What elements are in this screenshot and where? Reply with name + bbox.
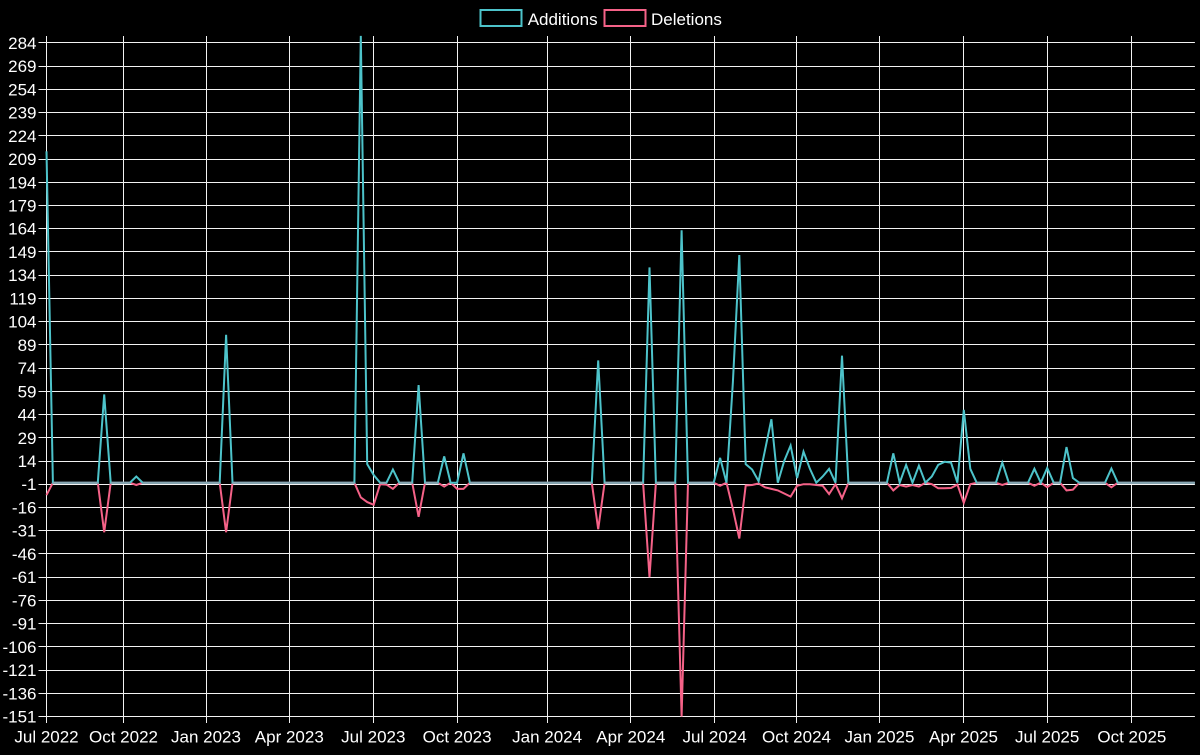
svg-text:89: 89: [18, 336, 37, 355]
svg-text:Jul 2023: Jul 2023: [341, 728, 405, 747]
svg-text:Oct 2022: Oct 2022: [89, 728, 158, 747]
svg-text:-16: -16: [12, 499, 37, 518]
svg-text:149: 149: [8, 243, 36, 262]
svg-text:164: 164: [8, 220, 36, 239]
svg-text:239: 239: [8, 104, 36, 123]
svg-text:-31: -31: [12, 522, 37, 541]
svg-text:Apr 2023: Apr 2023: [255, 728, 324, 747]
svg-text:-61: -61: [12, 568, 37, 587]
svg-text:284: 284: [8, 34, 36, 53]
svg-text:-46: -46: [12, 545, 37, 564]
svg-text:104: 104: [8, 313, 36, 332]
svg-text:Jul 2025: Jul 2025: [1015, 728, 1079, 747]
svg-text:Jul 2024: Jul 2024: [682, 728, 746, 747]
svg-text:-76: -76: [12, 591, 37, 610]
svg-text:Deletions: Deletions: [651, 10, 722, 29]
svg-text:Oct 2023: Oct 2023: [423, 728, 492, 747]
svg-text:Apr 2025: Apr 2025: [929, 728, 998, 747]
svg-text:Jan 2023: Jan 2023: [171, 728, 241, 747]
svg-text:Oct 2025: Oct 2025: [1097, 728, 1166, 747]
svg-text:44: 44: [18, 406, 37, 425]
svg-text:-151: -151: [2, 708, 36, 727]
svg-text:Apr 2024: Apr 2024: [596, 728, 665, 747]
svg-text:Jan 2024: Jan 2024: [512, 728, 582, 747]
svg-text:194: 194: [8, 173, 36, 192]
svg-text:-91: -91: [12, 615, 37, 634]
svg-text:134: 134: [8, 266, 36, 285]
svg-text:Jul 2022: Jul 2022: [14, 728, 78, 747]
svg-text:29: 29: [18, 429, 37, 448]
svg-text:Oct 2024: Oct 2024: [762, 728, 831, 747]
svg-text:Additions: Additions: [528, 10, 598, 29]
svg-text:224: 224: [8, 127, 36, 146]
svg-text:-121: -121: [2, 661, 36, 680]
svg-text:209: 209: [8, 150, 36, 169]
svg-text:179: 179: [8, 197, 36, 216]
svg-text:Jan 2025: Jan 2025: [845, 728, 915, 747]
svg-text:59: 59: [18, 382, 37, 401]
svg-text:74: 74: [18, 359, 37, 378]
svg-text:269: 269: [8, 57, 36, 76]
svg-text:119: 119: [9, 289, 36, 308]
svg-text:14: 14: [18, 452, 37, 471]
svg-text:-136: -136: [2, 684, 36, 703]
svg-text:-1: -1: [21, 475, 36, 494]
svg-text:254: 254: [8, 80, 36, 99]
svg-text:-106: -106: [2, 638, 36, 657]
